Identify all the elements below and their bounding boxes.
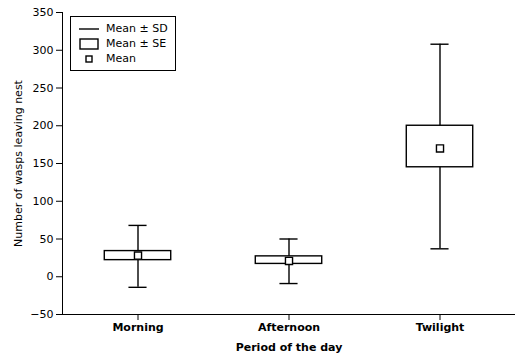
html-text:Mean ± SE: Mean ± SE xyxy=(106,37,167,50)
svg-text:100: 100 xyxy=(33,195,54,208)
svg-text:Period of the day: Period of the day xyxy=(236,341,343,354)
svg-text:Morning: Morning xyxy=(112,321,163,334)
svg-text:150: 150 xyxy=(33,157,54,170)
svg-text:50: 50 xyxy=(40,233,54,246)
svg-text:300: 300 xyxy=(33,44,54,57)
svg-text:0: 0 xyxy=(47,270,54,283)
svg-text:250: 250 xyxy=(33,82,54,95)
html-text:Mean ± SD: Mean ± SD xyxy=(106,22,168,35)
html-text:Mean: Mean xyxy=(106,52,136,65)
svg-text:Number of wasps leaving nest: Number of wasps leaving nest xyxy=(12,79,25,247)
svg-text:−50: −50 xyxy=(30,308,53,321)
svg-text:Afternoon: Afternoon xyxy=(258,321,320,334)
svg-text:Twilight: Twilight xyxy=(416,321,465,334)
svg-text:350: 350 xyxy=(33,6,54,19)
svg-text:200: 200 xyxy=(33,119,54,132)
